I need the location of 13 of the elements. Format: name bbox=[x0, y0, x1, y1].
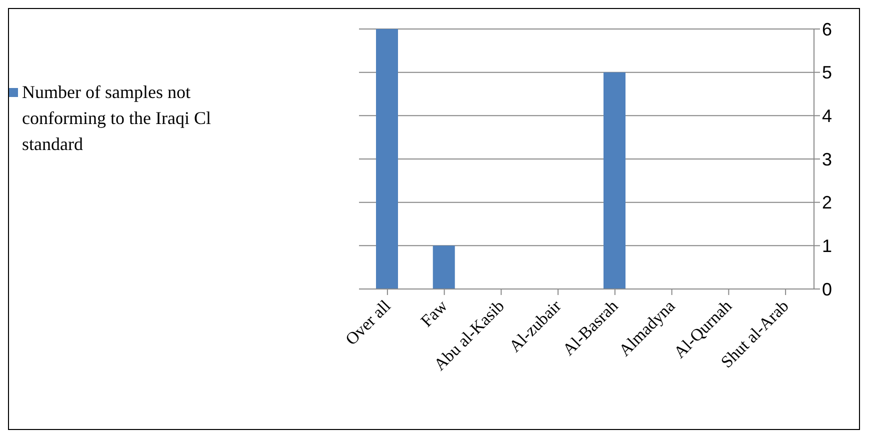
bar bbox=[376, 29, 398, 289]
x-tick-label: Over all bbox=[342, 296, 394, 349]
y-tick-label: 6 bbox=[822, 19, 832, 40]
x-tick-label: Faw bbox=[417, 296, 452, 331]
y-tick-label: 0 bbox=[822, 279, 832, 300]
y-tick-label: 5 bbox=[822, 62, 832, 83]
y-tick-label: 3 bbox=[822, 149, 832, 170]
y-tick-label: 4 bbox=[822, 106, 832, 126]
y-tick-label: 1 bbox=[822, 236, 832, 256]
y-tick-label: 2 bbox=[822, 192, 832, 213]
bar bbox=[432, 246, 455, 289]
legend-label: Number of samples not conforming to the Iraqi Cl standard bbox=[22, 81, 212, 156]
bar bbox=[604, 72, 626, 289]
